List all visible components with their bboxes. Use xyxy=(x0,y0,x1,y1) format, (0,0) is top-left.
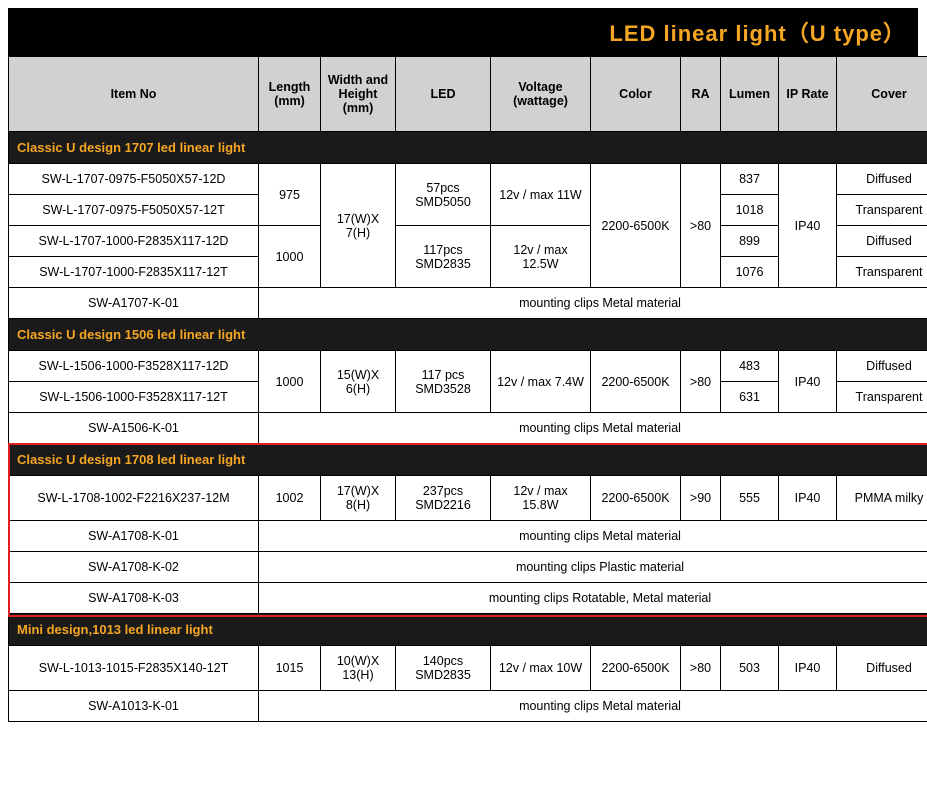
table-row: SW-L-1013-1015-F2835X140-12T 1015 10(W)X… xyxy=(9,646,927,691)
cell-item: SW-L-1708-1002-F2216X237-12M xyxy=(9,476,259,521)
table-row: SW-L-1708-1002-F2216X237-12M 1002 17(W)X… xyxy=(9,476,927,521)
cell-lumen: 555 xyxy=(721,476,779,521)
table-row: SW-L-1707-0975-F5050X57-12D 975 17(W)X 7… xyxy=(9,164,927,195)
spec-table-container: LED linear light（U type） Item No Length … xyxy=(8,8,918,722)
cell-item: SW-A1506-K-01 xyxy=(9,413,259,444)
cell-accessory: mounting clips Rotatable, Metal material xyxy=(259,583,927,614)
col-led: LED xyxy=(396,57,491,132)
cell-wh: 17(W)X 7(H) xyxy=(321,164,396,288)
cell-cover: PMMA milky xyxy=(837,476,927,521)
section-title: Classic U design 1506 led linear light xyxy=(9,319,927,351)
table-row: SW-A1506-K-01 mounting clips Metal mater… xyxy=(9,413,927,444)
cell-item: SW-L-1707-0975-F5050X57-12T xyxy=(9,195,259,226)
section-header: Classic U design 1707 led linear light xyxy=(9,132,927,164)
cell-item: SW-A1013-K-01 xyxy=(9,691,259,722)
col-voltage: Voltage (wattage) xyxy=(491,57,591,132)
cell-length: 1000 xyxy=(259,226,321,288)
cell-ip: IP40 xyxy=(779,646,837,691)
cell-voltage: 12v / max 15.8W xyxy=(491,476,591,521)
col-wh: Width and Height (mm) xyxy=(321,57,396,132)
cell-lumen: 837 xyxy=(721,164,779,195)
cell-cover: Transparent xyxy=(837,257,927,288)
page-title: LED linear light（U type） xyxy=(8,8,918,56)
section-title: Classic U design 1708 led linear light xyxy=(9,444,927,476)
cell-lumen: 631 xyxy=(721,382,779,413)
cell-cover: Diffused xyxy=(837,164,927,195)
col-lumen: Lumen xyxy=(721,57,779,132)
cell-item: SW-L-1707-1000-F2835X117-12T xyxy=(9,257,259,288)
cell-voltage: 12v / max 11W xyxy=(491,164,591,226)
cell-item: SW-A1708-K-03 xyxy=(9,583,259,614)
cell-item: SW-L-1506-1000-F3528X117-12T xyxy=(9,382,259,413)
cell-item: SW-A1708-K-01 xyxy=(9,521,259,552)
cell-color: 2200-6500K xyxy=(591,476,681,521)
cell-accessory: mounting clips Metal material xyxy=(259,288,927,319)
col-item: Item No xyxy=(9,57,259,132)
cell-led: 117 pcs SMD3528 xyxy=(396,351,491,413)
cell-led: 117pcs SMD2835 xyxy=(396,226,491,288)
cell-voltage: 12v / max 10W xyxy=(491,646,591,691)
section-header: Mini design,1013 led linear light xyxy=(9,614,927,646)
cell-item: SW-L-1707-1000-F2835X117-12D xyxy=(9,226,259,257)
cell-wh: 17(W)X 8(H) xyxy=(321,476,396,521)
cell-accessory: mounting clips Metal material xyxy=(259,413,927,444)
cell-length: 975 xyxy=(259,164,321,226)
section-header: Classic U design 1708 led linear light xyxy=(9,444,927,476)
cell-cover: Diffused xyxy=(837,351,927,382)
col-color: Color xyxy=(591,57,681,132)
col-ra: RA xyxy=(681,57,721,132)
cell-accessory: mounting clips Metal material xyxy=(259,521,927,552)
col-length: Length (mm) xyxy=(259,57,321,132)
cell-ra: >80 xyxy=(681,164,721,288)
cell-led: 237pcs SMD2216 xyxy=(396,476,491,521)
col-cover: Cover xyxy=(837,57,927,132)
cell-length: 1000 xyxy=(259,351,321,413)
cell-lumen: 899 xyxy=(721,226,779,257)
cell-cover: Transparent xyxy=(837,195,927,226)
table-row: SW-L-1506-1000-F3528X117-12D 1000 15(W)X… xyxy=(9,351,927,382)
cell-item: SW-A1707-K-01 xyxy=(9,288,259,319)
cell-item: SW-L-1506-1000-F3528X117-12D xyxy=(9,351,259,382)
header-row: Item No Length (mm) Width and Height (mm… xyxy=(9,57,927,132)
cell-cover: Diffused xyxy=(837,226,927,257)
cell-cover: Diffused xyxy=(837,646,927,691)
cell-item: SW-L-1707-0975-F5050X57-12D xyxy=(9,164,259,195)
cell-item: SW-L-1013-1015-F2835X140-12T xyxy=(9,646,259,691)
cell-voltage: 12v / max 12.5W xyxy=(491,226,591,288)
cell-led: 57pcs SMD5050 xyxy=(396,164,491,226)
cell-item: SW-A1708-K-02 xyxy=(9,552,259,583)
cell-color: 2200-6500K xyxy=(591,351,681,413)
table-row: SW-A1013-K-01 mounting clips Metal mater… xyxy=(9,691,927,722)
cell-ra: >80 xyxy=(681,351,721,413)
cell-length: 1015 xyxy=(259,646,321,691)
cell-lumen: 1076 xyxy=(721,257,779,288)
table-row: SW-A1708-K-01 mounting clips Metal mater… xyxy=(9,521,927,552)
cell-ip: IP40 xyxy=(779,476,837,521)
table-row: SW-A1707-K-01 mounting clips Metal mater… xyxy=(9,288,927,319)
col-ip: IP Rate xyxy=(779,57,837,132)
cell-lumen: 483 xyxy=(721,351,779,382)
cell-length: 1002 xyxy=(259,476,321,521)
cell-ra: >80 xyxy=(681,646,721,691)
cell-lumen: 503 xyxy=(721,646,779,691)
cell-ip: IP40 xyxy=(779,164,837,288)
section-header: Classic U design 1506 led linear light xyxy=(9,319,927,351)
table-row: SW-A1708-K-02 mounting clips Plastic mat… xyxy=(9,552,927,583)
cell-accessory: mounting clips Metal material xyxy=(259,691,927,722)
cell-color: 2200-6500K xyxy=(591,164,681,288)
cell-voltage: 12v / max 7.4W xyxy=(491,351,591,413)
cell-lumen: 1018 xyxy=(721,195,779,226)
spec-table: Item No Length (mm) Width and Height (mm… xyxy=(8,56,927,722)
cell-ra: >90 xyxy=(681,476,721,521)
table-row: SW-A1708-K-03 mounting clips Rotatable, … xyxy=(9,583,927,614)
cell-wh: 15(W)X 6(H) xyxy=(321,351,396,413)
cell-accessory: mounting clips Plastic material xyxy=(259,552,927,583)
section-title: Classic U design 1707 led linear light xyxy=(9,132,927,164)
cell-led: 140pcs SMD2835 xyxy=(396,646,491,691)
cell-wh: 10(W)X 13(H) xyxy=(321,646,396,691)
section-title: Mini design,1013 led linear light xyxy=(9,614,927,646)
cell-cover: Transparent xyxy=(837,382,927,413)
cell-ip: IP40 xyxy=(779,351,837,413)
cell-color: 2200-6500K xyxy=(591,646,681,691)
